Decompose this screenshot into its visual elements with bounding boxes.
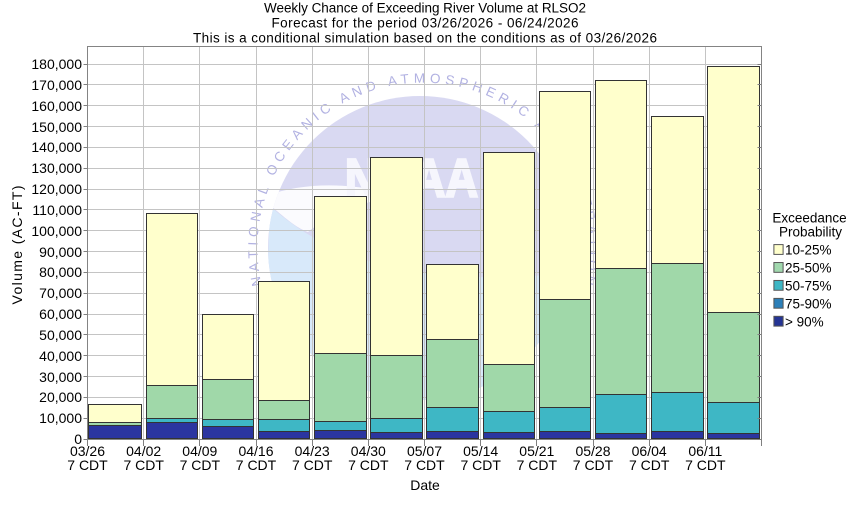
svg-text:90,000: 90,000 [39,244,82,260]
svg-text:75-90%: 75-90% [785,296,832,311]
svg-text:03/26: 03/26 [70,443,105,459]
svg-text:7 CDT: 7 CDT [292,457,333,473]
svg-text:20,000: 20,000 [39,389,82,405]
svg-text:10-25%: 10-25% [785,243,832,258]
svg-text:100,000: 100,000 [31,223,82,239]
svg-text:Forecast for the period 03/26/: Forecast for the period 03/26/2026 - 06/… [272,16,579,31]
svg-text:30,000: 30,000 [39,369,82,385]
svg-text:7 CDT: 7 CDT [348,457,389,473]
svg-text:04/02: 04/02 [126,443,161,459]
svg-text:05/07: 05/07 [407,443,442,459]
svg-text:7 CDT: 7 CDT [180,457,221,473]
svg-text:06/04: 06/04 [632,443,667,459]
svg-text:Exceedance: Exceedance [772,211,846,226]
svg-text:130,000: 130,000 [31,160,82,176]
svg-text:7 CDT: 7 CDT [629,457,670,473]
svg-text:7 CDT: 7 CDT [517,457,558,473]
svg-text:04/23: 04/23 [295,443,330,459]
svg-text:110,000: 110,000 [32,202,82,218]
svg-text:7 CDT: 7 CDT [573,457,614,473]
svg-text:150,000: 150,000 [31,119,82,135]
svg-text:70,000: 70,000 [39,285,82,301]
svg-text:10,000: 10,000 [39,410,82,426]
svg-text:7 CDT: 7 CDT [236,457,277,473]
svg-text:06/11: 06/11 [688,443,722,459]
svg-text:25-50%: 25-50% [785,261,832,276]
svg-text:180,000: 180,000 [31,56,82,72]
svg-text:05/21: 05/21 [519,443,554,459]
svg-text:> 90%: > 90% [785,314,824,329]
svg-text:Date: Date [410,477,440,493]
svg-text:04/30: 04/30 [351,443,386,459]
svg-text:7 CDT: 7 CDT [67,457,108,473]
svg-text:160,000: 160,000 [31,98,82,114]
svg-text:7 CDT: 7 CDT [685,457,726,473]
svg-text:05/14: 05/14 [463,443,498,459]
svg-text:50,000: 50,000 [39,327,82,343]
svg-text:7 CDT: 7 CDT [123,457,164,473]
svg-text:50-75%: 50-75% [785,278,832,293]
svg-text:This is a conditional simulati: This is a conditional simulation based o… [193,31,657,46]
svg-text:140,000: 140,000 [31,139,82,155]
svg-text:04/09: 04/09 [182,443,217,459]
svg-text:04/16: 04/16 [238,443,273,459]
svg-text:7 CDT: 7 CDT [404,457,445,473]
svg-text:60,000: 60,000 [39,306,82,322]
svg-text:Weekly Chance of Exceeding Riv: Weekly Chance of Exceeding River Volume … [264,1,586,16]
svg-text:40,000: 40,000 [39,348,82,364]
svg-text:Probability: Probability [779,225,842,240]
svg-text:Volume (AC-FT): Volume (AC-FT) [9,186,25,305]
svg-text:05/28: 05/28 [575,443,610,459]
svg-text:120,000: 120,000 [31,181,82,197]
svg-text:170,000: 170,000 [31,77,82,93]
svg-text:0: 0 [74,431,82,447]
svg-text:7 CDT: 7 CDT [460,457,501,473]
svg-text:80,000: 80,000 [39,264,82,280]
